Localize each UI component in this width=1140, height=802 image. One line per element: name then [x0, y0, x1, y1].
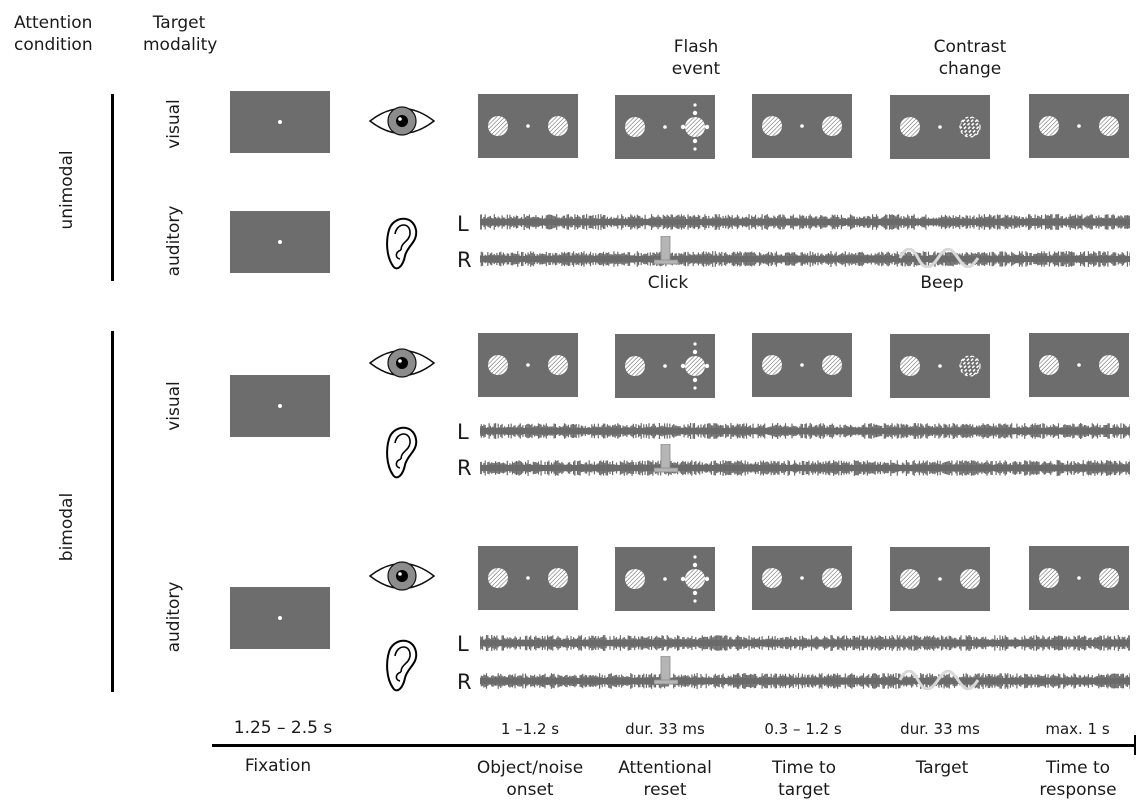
stimulus-panel	[478, 546, 578, 610]
fixation-screen	[230, 375, 330, 437]
click-marker	[654, 444, 678, 473]
channel-right-label: R	[457, 248, 472, 272]
click-marker	[654, 656, 678, 685]
duration-reset: dur. 33 ms	[625, 720, 705, 738]
click-label: Click	[647, 273, 689, 293]
noise-track-left	[480, 423, 1130, 439]
contrast-change-label: Contrast change	[933, 37, 1007, 79]
click-marker	[654, 236, 678, 265]
stimulus-panel	[478, 333, 578, 397]
stimulus-panel	[752, 546, 852, 610]
eye-icon	[368, 106, 436, 136]
ear-icon	[386, 217, 418, 270]
beep-wave	[898, 248, 980, 268]
noise-track-left	[480, 214, 1130, 230]
duration-onset: 1 –1.2 s	[500, 720, 560, 738]
stimulus-panel	[478, 94, 578, 158]
unimodal-label: unimodal	[57, 150, 77, 230]
bimodal-label: bimodal	[57, 492, 77, 562]
phase-attentional-reset: Attentional reset	[618, 758, 712, 800]
stimulus-panel	[752, 94, 852, 158]
phase-fixation: Fixation	[244, 756, 312, 776]
fixation-screen	[230, 91, 330, 153]
stimulus-panel-flash	[615, 334, 715, 398]
channel-right-label: R	[457, 670, 472, 694]
beep-wave	[898, 670, 980, 690]
fixation-screen	[230, 587, 330, 649]
duration-time-to-target: 0.3 – 1.2 s	[764, 720, 842, 738]
channel-left-label: L	[457, 632, 469, 656]
channel-left-label: L	[457, 212, 469, 236]
phase-time-to-target: Time to target	[771, 758, 837, 800]
noise-track-left	[480, 635, 1130, 651]
modality-label-visual-bimodal: visual	[164, 381, 184, 431]
bimodal-bracket	[111, 331, 114, 692]
duration-fixation: 1.25 – 2.5 s	[233, 718, 333, 738]
attention-condition-header: Attention condition	[14, 13, 93, 55]
fixation-screen	[230, 211, 330, 273]
unimodal-bracket	[111, 94, 114, 281]
ear-icon	[386, 639, 418, 692]
noise-track-right	[480, 251, 1130, 267]
stimulus-panel	[752, 333, 852, 397]
channel-right-label: R	[457, 456, 472, 480]
stimulus-panel	[1029, 333, 1129, 397]
channel-left-label: L	[457, 420, 469, 444]
eye-icon	[368, 561, 436, 591]
noise-track-right	[480, 673, 1130, 689]
modality-label-auditory-bimodal: auditory	[164, 581, 184, 653]
stimulus-panel-flash	[615, 95, 715, 159]
stimulus-panel	[1029, 94, 1129, 158]
stimulus-panel-target	[890, 334, 990, 398]
phase-object-noise-onset: Object/noise onset	[476, 758, 584, 800]
phase-time-to-response: Time to response	[1039, 758, 1117, 800]
stimulus-panel-target	[890, 95, 990, 159]
phase-target: Target	[915, 758, 969, 778]
ear-icon	[386, 426, 418, 479]
modality-label-auditory-unimodal: auditory	[164, 205, 184, 277]
target-modality-header: Target modality	[143, 13, 218, 55]
modality-label-visual-unimodal: visual	[164, 99, 184, 149]
stimulus-panel-target	[890, 547, 990, 611]
noise-track-right	[480, 460, 1130, 476]
eye-icon	[368, 348, 436, 378]
stimulus-panel-flash	[615, 547, 715, 611]
flash-event-label: Flash event	[671, 37, 721, 79]
stimulus-panel	[1029, 546, 1129, 610]
duration-target: dur. 33 ms	[900, 720, 980, 738]
timeline-axis-end-tick	[1134, 735, 1136, 755]
duration-response: max. 1 s	[1045, 720, 1110, 738]
beep-label: Beep	[920, 273, 964, 293]
timeline-axis	[212, 744, 1136, 747]
